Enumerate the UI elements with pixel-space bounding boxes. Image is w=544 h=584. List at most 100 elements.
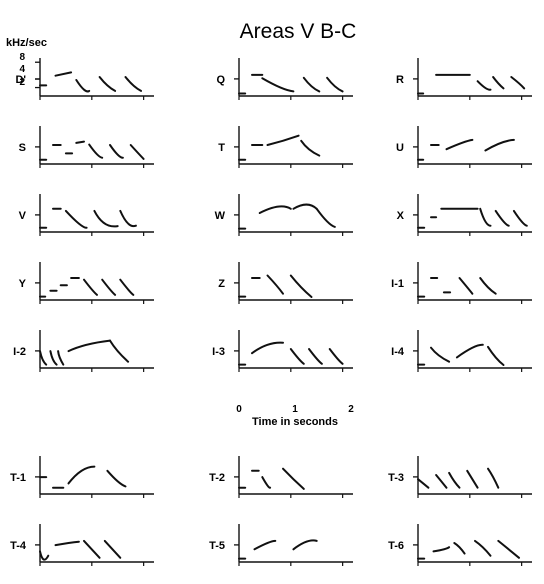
trace-segment [54,540,80,547]
trace-segment [458,277,474,295]
panel: T-1 [10,456,154,498]
x-tick-label: 1 [292,404,298,415]
trace-segment [432,546,451,553]
panel-label: I-1 [391,278,404,290]
panels: D' Q R S T U V W X Y Z I-1 I-2 I-3 I-4 T-1 T-2 T-3 T-4 T-5 T… [10,58,532,566]
trace-segment [292,203,318,210]
y-tick-label: 2 [19,77,25,88]
trace-segment [93,209,119,228]
trace-segment [101,278,117,296]
panel: Q [216,58,353,100]
panel: W [215,194,353,236]
trace-segment [88,143,104,159]
panel-label: R [396,74,404,86]
trace-segment [484,138,515,152]
trace-segment [119,209,137,228]
trace-segment [258,205,292,214]
panel-label: X [397,210,405,222]
panel-label: T-4 [10,540,27,552]
x-axis-label: Time in seconds [252,416,338,428]
panel-label: T-5 [209,540,225,552]
trace-segment [435,474,448,489]
trace-segment [497,539,520,559]
trace-segment [479,277,497,295]
trace-segment [476,80,492,91]
trace-segment [466,469,479,489]
trace-segment [492,76,505,90]
trace-segment [83,539,101,559]
trace-segment [282,467,305,490]
y-tick-label: 4 [19,64,25,75]
trace-segment [512,209,528,227]
panel: Z [218,262,353,304]
trace-segment [328,348,344,365]
panel: T-6 [388,524,532,566]
panel-label: U [396,142,404,154]
trace-segment [308,348,323,365]
panel: T [218,126,353,168]
panel: I-2 [13,330,154,372]
panel-label: I-2 [13,346,26,358]
panel: S [19,126,154,168]
trace-segment [494,209,510,227]
trace-segment [124,76,142,92]
panel-label: T [218,142,225,154]
trace-segment [302,76,321,93]
trace-segment [39,350,48,366]
trace-segment [103,539,122,559]
panel-label: I-3 [212,346,225,358]
trace-segment [430,346,451,363]
trace-segment [251,341,284,355]
panel-label: S [19,142,26,154]
panel: T-4 [10,524,154,566]
panel-label: I-4 [391,346,405,358]
panel: I-1 [391,262,532,304]
trace-segment [64,209,88,229]
trace-segment [83,278,98,296]
trace-segment [292,539,318,551]
trace-segment [300,139,321,157]
panel-label: T-3 [388,472,404,484]
trace-segment [261,77,295,93]
trace-segment [474,539,492,557]
panel-label: T-6 [388,540,404,552]
trace-segment [326,76,344,93]
panel: T-2 [209,456,353,498]
trace-segment [49,350,58,366]
panel: T-5 [209,524,353,566]
y-tick-label: 8 [19,52,25,63]
panel-label: Y [19,278,27,290]
x-tick-label: 2 [348,404,354,415]
trace-segment [98,76,117,92]
panel-label: D' [15,74,26,86]
panel: V [19,194,154,236]
x-tick-label: 0 [236,404,242,415]
trace-segment [315,207,336,228]
trace-segment [417,478,430,489]
trace-segment [448,471,461,489]
panel: U [396,126,532,168]
trace-segment [289,348,305,365]
trace-segment [57,350,65,366]
trace-segment [119,278,135,296]
y-axis-label: kHz/sec [6,37,47,49]
trace-segment [109,144,124,159]
panel-label: T-1 [10,472,26,484]
panel-label: Q [216,74,225,86]
trace-segment [487,345,505,366]
panel: D' [15,58,154,100]
panel: Y [19,262,154,304]
panel-label: W [215,210,226,222]
panel-label: T-2 [209,472,225,484]
trace-segment [453,542,466,555]
trace-segment [67,339,111,353]
panel-label: V [19,210,27,222]
trace-segment [445,138,474,151]
trace-segment [266,274,284,295]
trace-segment [129,144,145,160]
chart-title: Areas V B-C [240,20,357,43]
trace-segment [455,343,484,359]
trace-segment [289,274,313,298]
panel-label: Z [218,278,225,290]
